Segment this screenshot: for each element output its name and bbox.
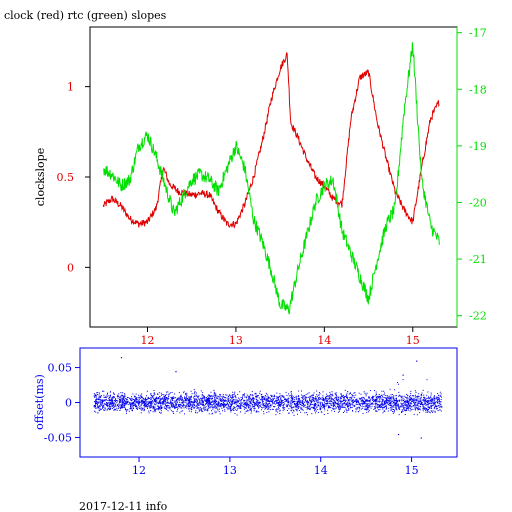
offset-y-tick-label: 0.05 (48, 362, 73, 375)
slopes-x-tick-label: 13 (229, 334, 243, 347)
offset-outlier-point (120, 357, 123, 359)
slopes-y2-tick-label: -21 (469, 253, 487, 266)
offset-x-tick-label: 12 (132, 464, 146, 477)
offset-outlier-point (397, 433, 400, 436)
slopes-x-tick-label: 15 (406, 334, 420, 347)
offset-outlier-point (420, 437, 422, 439)
slopes-y-tick-label: 1 (67, 81, 74, 94)
clock-series-line (102, 52, 440, 229)
offset-x-tick-label: 14 (314, 464, 328, 477)
slopes-series (102, 42, 440, 315)
slopes-x-ticks: 12 13 14 15 (140, 327, 420, 347)
slopes-y-ticks: 00.51 (57, 81, 90, 274)
slopes-y2-tick-label: -19 (469, 140, 487, 153)
slopes-x-tick-label: 12 (140, 334, 154, 347)
slopes-panel: 12 13 14 15 00.51 -17-18-19-20-21-22 clocks… (34, 26, 487, 347)
rtc-series-line (103, 42, 440, 315)
offset-y-ticks: 0.05 0 -0.05 (44, 362, 80, 444)
offset-panel: 12 13 14 15 0.05 0 -0.05 offset(ms) (33, 347, 458, 477)
slopes-y-axis-label: clockslope (34, 148, 47, 206)
offset-outlier-point (402, 374, 404, 376)
offset-y-axis-label: offset(ms) (33, 374, 46, 430)
offset-outlier-point (416, 360, 418, 362)
slopes-x-tick-label: 14 (317, 334, 331, 347)
offset-scatter-points (93, 379, 443, 416)
offset-x-tick-label: 15 (405, 464, 419, 477)
slopes-y2-tick-label: -22 (469, 310, 487, 323)
offset-x-tick-label: 13 (223, 464, 237, 477)
slopes-y2-tick-label: -18 (469, 83, 487, 96)
slopes-y-tick-label: 0 (67, 261, 74, 274)
offset-points (93, 357, 443, 439)
slopes-y2-ticks: -17 -18 -19 -20 -21 -22 (456, 27, 487, 327)
offset-y-tick-label: 0 (65, 397, 72, 410)
offset-y-tick-label: -0.05 (44, 431, 72, 444)
chart-title: clock (red) rtc (green) slopes (4, 9, 167, 22)
slopes-y-tick-label: 0.5 (57, 171, 75, 184)
offset-x-ticks: 12 13 14 15 (132, 457, 419, 477)
slopes-y2-tick-label: -20 (469, 196, 487, 209)
footer-info: 2017-12-11 info (79, 500, 168, 512)
slopes-y2-tick-label: -17 (469, 27, 487, 40)
offset-outlier-point (175, 371, 177, 373)
